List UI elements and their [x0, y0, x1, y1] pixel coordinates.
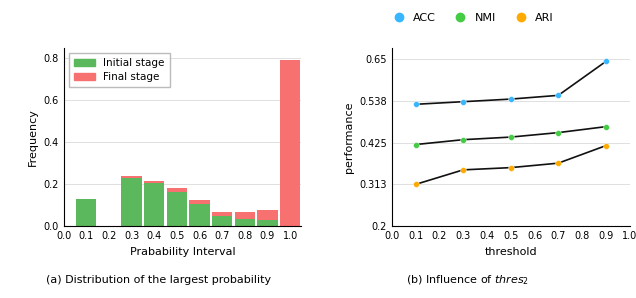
Point — [458, 137, 468, 142]
Bar — [212, 212, 232, 216]
Point — [553, 93, 563, 98]
Point — [506, 165, 516, 170]
Bar — [121, 178, 142, 226]
Bar — [144, 181, 164, 183]
Bar — [121, 176, 142, 178]
Bar — [235, 219, 255, 226]
Bar — [144, 183, 164, 226]
Point — [601, 143, 611, 148]
Point — [410, 142, 420, 147]
Point — [410, 182, 420, 187]
Point — [458, 167, 468, 172]
Legend: Initial stage, Final stage: Initial stage, Final stage — [69, 53, 170, 88]
Text: (a) Distribution of the largest probability: (a) Distribution of the largest probabil… — [46, 275, 272, 285]
Bar — [280, 60, 300, 226]
Bar — [212, 216, 232, 226]
Bar — [190, 204, 210, 226]
Point — [601, 124, 611, 129]
Bar — [235, 212, 255, 219]
Bar — [167, 187, 187, 192]
Point — [410, 102, 420, 107]
Bar — [76, 199, 97, 226]
Bar — [190, 200, 210, 204]
Bar — [167, 192, 187, 226]
Y-axis label: Frequency: Frequency — [28, 108, 38, 166]
Point — [506, 135, 516, 139]
Point — [553, 130, 563, 135]
Bar — [258, 220, 278, 226]
Point — [506, 97, 516, 102]
Y-axis label: performance: performance — [343, 101, 354, 173]
X-axis label: Prabability Interval: Prabability Interval — [130, 247, 235, 257]
Bar — [258, 210, 278, 220]
X-axis label: threshold: threshold — [485, 247, 537, 257]
Point — [553, 161, 563, 166]
Point — [458, 99, 468, 104]
Legend: ACC, NMI, ARI: ACC, NMI, ARI — [383, 9, 558, 27]
Text: (b) Influence of $thres_2$: (b) Influence of $thres_2$ — [406, 273, 529, 287]
Point — [601, 59, 611, 64]
